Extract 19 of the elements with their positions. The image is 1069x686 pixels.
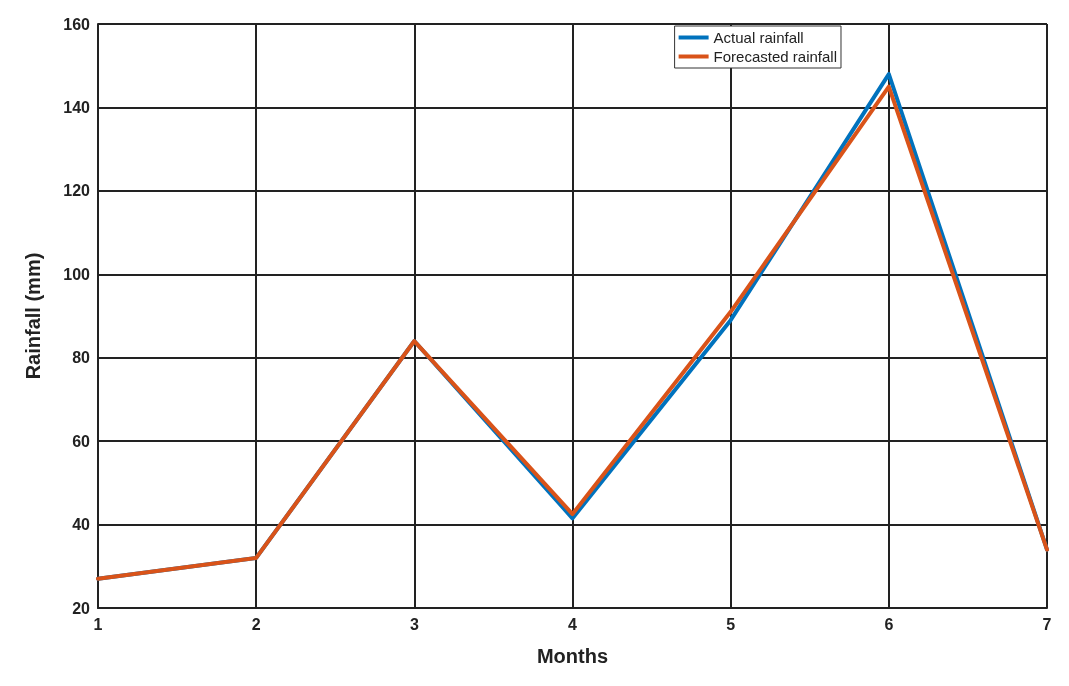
legend-label: Actual rainfall xyxy=(713,29,804,46)
y-tick-label: 80 xyxy=(72,349,91,367)
x-tick-label: 3 xyxy=(409,615,419,633)
x-tick-label: 2 xyxy=(251,615,261,633)
x-tick-label: 4 xyxy=(568,615,578,633)
y-axis-title: Rainfall (mm) xyxy=(22,252,44,380)
y-tick-label: 140 xyxy=(63,98,91,116)
x-tick-label: 5 xyxy=(726,615,736,633)
x-tick-label: 6 xyxy=(884,615,894,633)
y-tick-label: 160 xyxy=(63,15,91,33)
y-tick-label: 120 xyxy=(63,182,91,200)
x-tick-label: 1 xyxy=(93,615,103,633)
y-tick-label: 100 xyxy=(63,265,91,283)
y-tick-label: 40 xyxy=(72,516,91,534)
y-tick-label: 60 xyxy=(72,432,91,450)
y-tick-label: 20 xyxy=(72,599,91,617)
x-tick-label: 7 xyxy=(1042,615,1052,633)
x-axis-title: Months xyxy=(536,645,609,667)
legend-label: Forecasted rainfall xyxy=(713,48,838,65)
